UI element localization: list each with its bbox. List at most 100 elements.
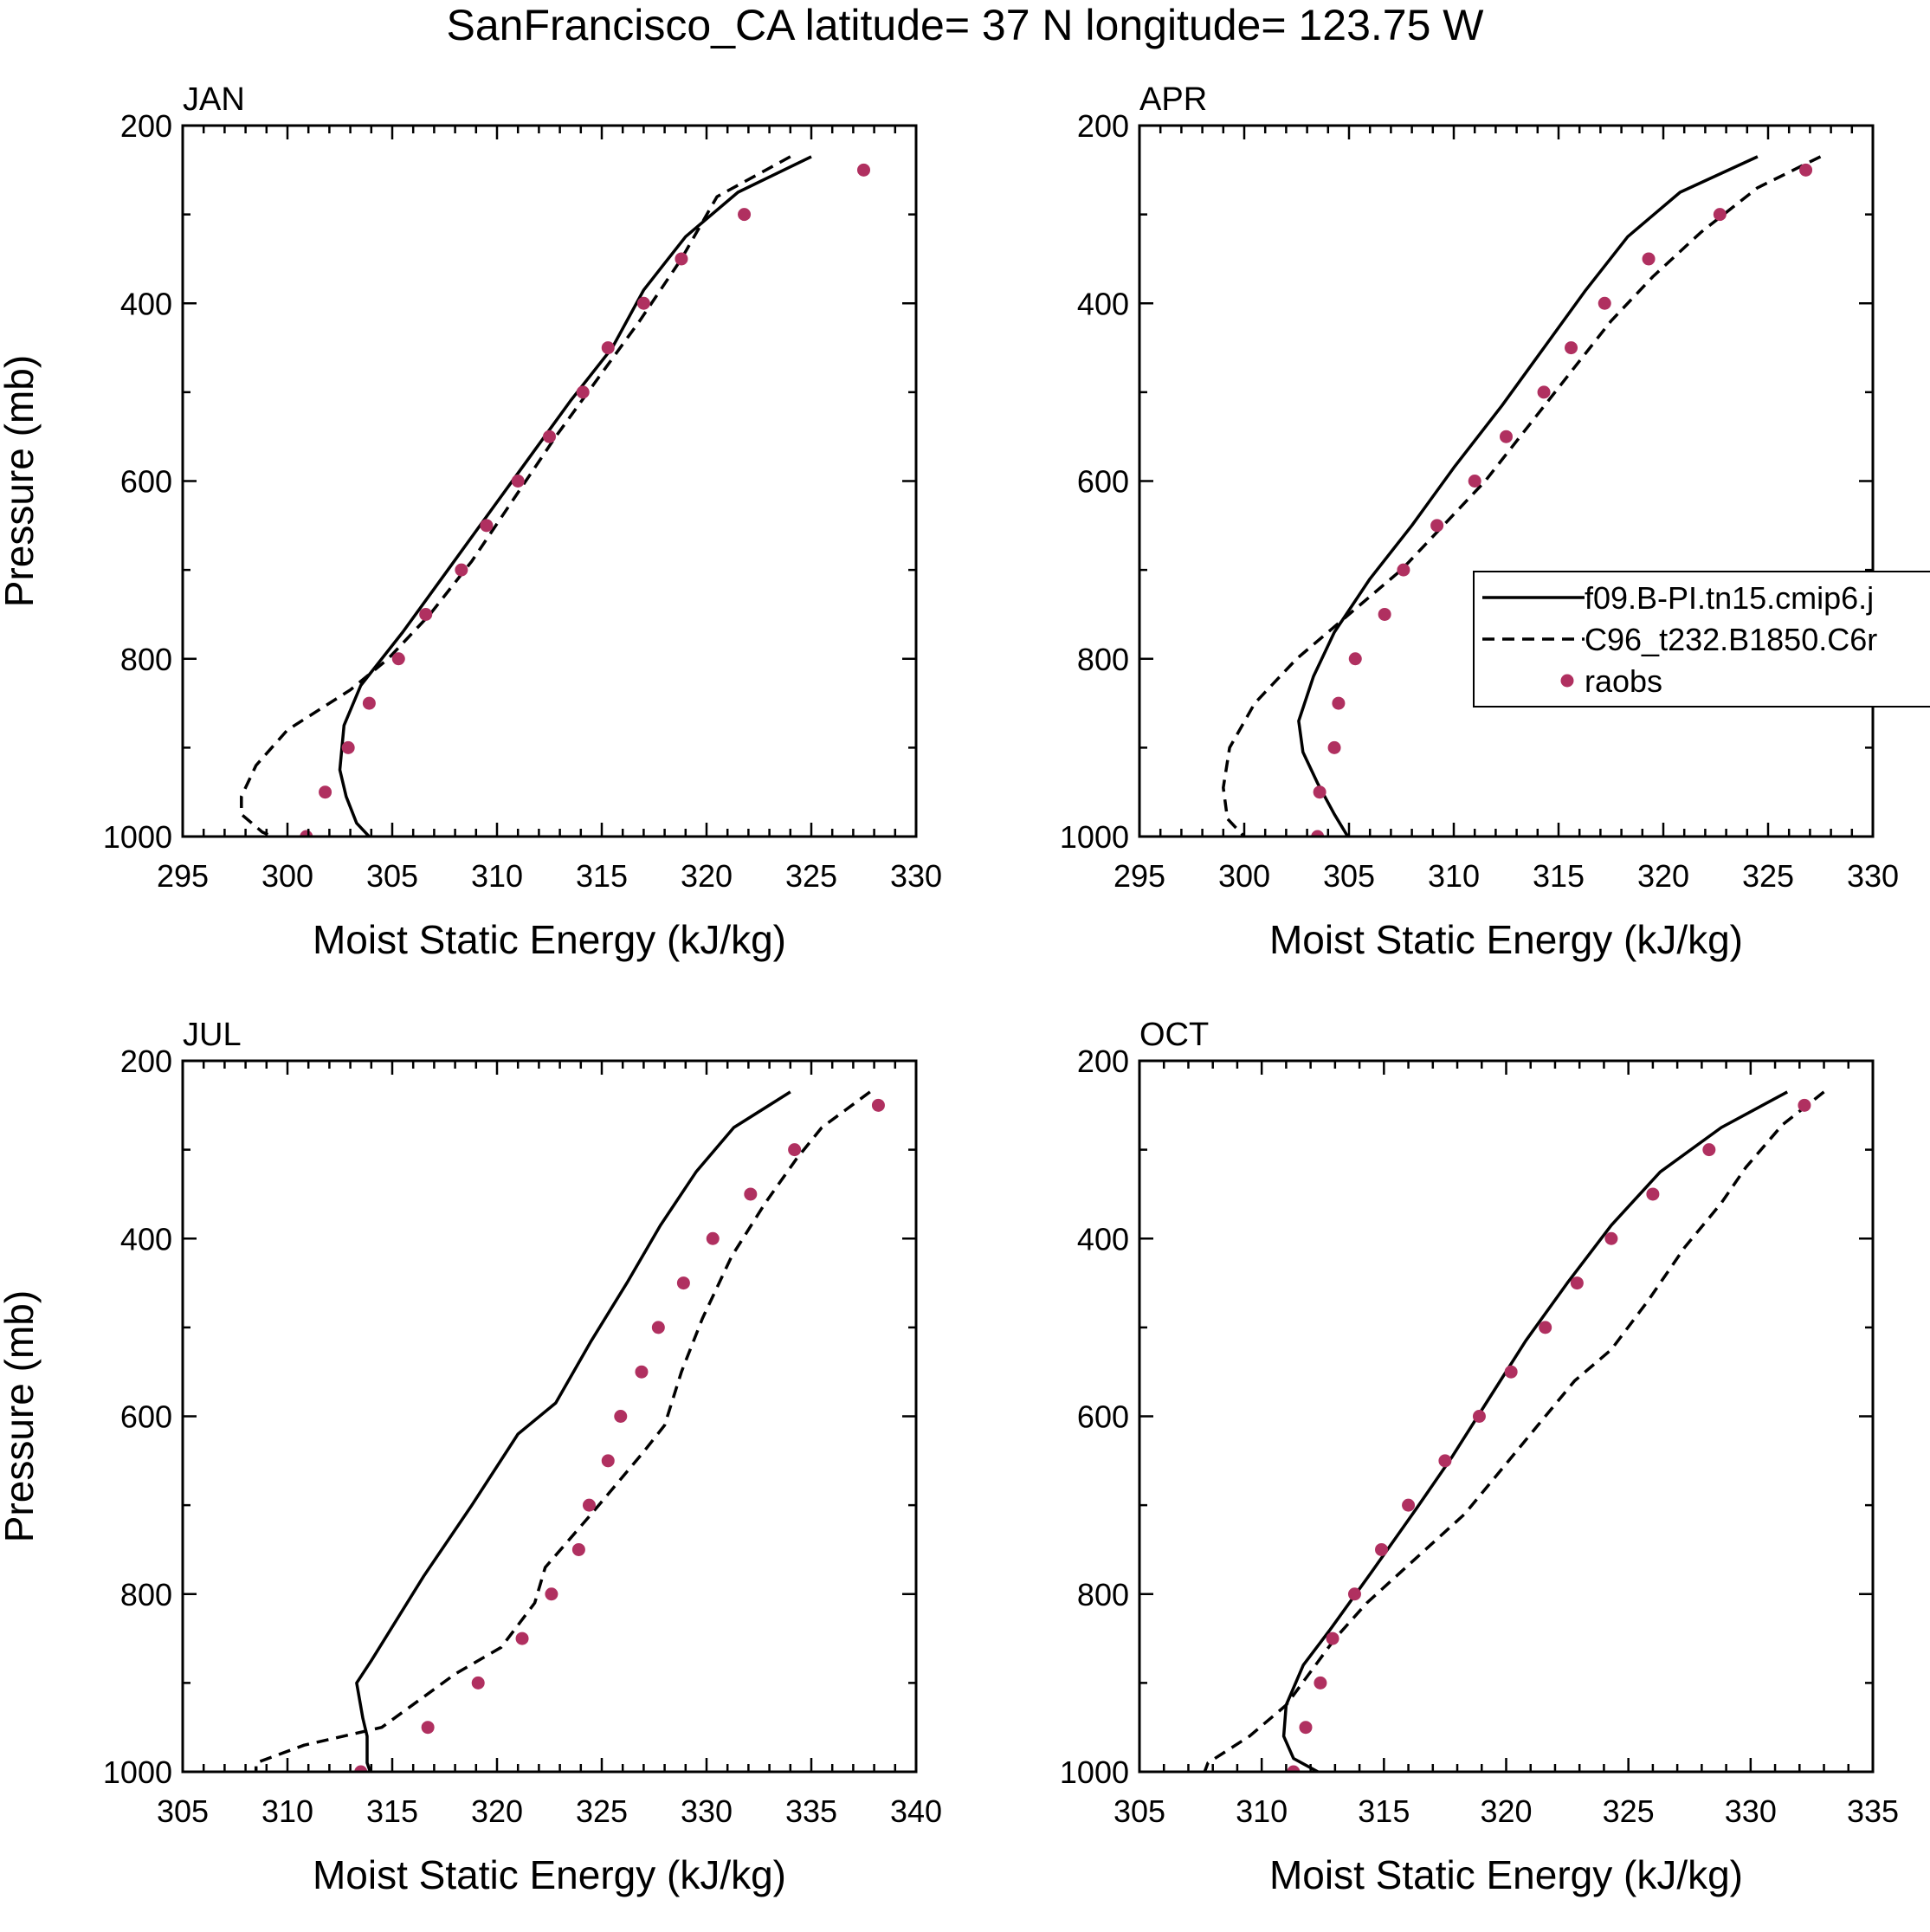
x-axis-label: Moist Static Energy (kJ/kg) (313, 1852, 786, 1897)
raobs-point (676, 1276, 690, 1290)
raobs-point (1713, 208, 1727, 222)
plot-data (1222, 155, 1822, 837)
x-tick-label: 310 (261, 1793, 313, 1829)
raobs-point (1642, 252, 1656, 266)
panel-apr: APR 295 300 305 310 315 320 325 330 200 400 600 800 1… (1060, 81, 1899, 962)
x-tick-label: 305 (1323, 858, 1375, 894)
raobs-point (1313, 785, 1326, 799)
y-tick-label: 1000 (103, 1754, 172, 1790)
y-tick-label: 200 (1077, 108, 1129, 144)
panel-title: JAN (183, 81, 245, 118)
raobs-point (651, 1321, 665, 1334)
raobs-point (1565, 341, 1578, 355)
raobs-point (1314, 1676, 1327, 1690)
raobs-point (1299, 1721, 1313, 1735)
x-axis-label: Moist Static Energy (kJ/kg) (1269, 917, 1743, 962)
raobs-point (1468, 475, 1481, 488)
raobs-point (543, 430, 556, 443)
raobs-point (421, 1721, 435, 1735)
raobs-point (871, 1098, 885, 1112)
x-tick-label: 325 (576, 1793, 628, 1829)
y-tick-label: 1000 (1060, 819, 1129, 855)
x-tick-label: 320 (471, 1793, 523, 1829)
x-tick-label: 325 (1742, 858, 1794, 894)
panel-jan: JAN 295 300 305 310 315 320 325 330 200 400 600 800 1… (0, 81, 942, 962)
raobs-point (675, 252, 688, 266)
figure-title: SanFrancisco_CA latitude= 37 N longitude… (446, 1, 1484, 49)
panel-title: OCT (1139, 1017, 1209, 1053)
x-tick-label: 320 (681, 858, 733, 894)
raobs-point (1348, 652, 1362, 666)
series-line-solid (355, 1090, 791, 1772)
y-tick-label: 800 (120, 1577, 172, 1612)
series-line-solid (1281, 1090, 1789, 1772)
raobs-point (1430, 519, 1444, 533)
raobs-point (1504, 1365, 1518, 1379)
raobs-point (341, 740, 355, 754)
raobs-point (1327, 740, 1341, 754)
series-line-dashed (254, 1090, 871, 1772)
raobs-point (857, 163, 870, 177)
y-tick-label: 1000 (103, 819, 172, 855)
x-tick-label: 300 (261, 858, 313, 894)
legend-label: C96_t232.B1850.C6r (1585, 622, 1877, 657)
x-tick-label: 295 (157, 858, 209, 894)
x-tick-label: 320 (1637, 858, 1689, 894)
raobs-point (1570, 1276, 1584, 1290)
panel-jul: JUL 305 310 315 320 325 330 335 340 200 400 600 800 1… (0, 1017, 942, 1897)
raobs-point (1500, 430, 1513, 443)
raobs-point (354, 1765, 368, 1772)
raobs-point (1438, 1454, 1452, 1468)
x-tick-label: 325 (785, 858, 837, 894)
raobs-point (419, 607, 433, 621)
raobs-point (545, 1587, 558, 1601)
raobs-point (480, 519, 494, 533)
raobs-point (515, 1632, 529, 1645)
x-axis-label: Moist Static Energy (kJ/kg) (313, 917, 786, 962)
x-tick-label: 315 (366, 1793, 418, 1829)
raobs-point (1537, 385, 1551, 399)
x-tick-label: 330 (681, 1793, 733, 1829)
raobs-point (1397, 563, 1410, 577)
raobs-point (471, 1676, 485, 1690)
panel-title: APR (1139, 81, 1207, 118)
x-tick-label: 330 (890, 858, 942, 894)
x-tick-label: 315 (1533, 858, 1585, 894)
x-tick-label: 340 (890, 1793, 942, 1829)
plot-data (254, 1090, 885, 1772)
y-tick-label: 800 (1077, 642, 1129, 677)
raobs-point (391, 652, 405, 666)
y-tick-label: 200 (120, 108, 172, 144)
y-tick-label: 600 (120, 464, 172, 500)
y-tick-label: 600 (120, 1399, 172, 1435)
raobs-point (1472, 1410, 1486, 1423)
raobs-point (601, 341, 615, 355)
plot-frame (1138, 124, 1875, 838)
x-tick-label: 320 (1480, 1793, 1532, 1829)
raobs-point (511, 475, 525, 488)
raobs-point (1347, 1587, 1361, 1601)
legend-marker (1560, 674, 1574, 688)
raobs-point (1378, 607, 1391, 621)
raobs-point (738, 208, 752, 222)
panel-oct: OCT 305 310 315 320 325 330 335 200 400 600 800 1000… (1060, 1017, 1899, 1897)
raobs-point (706, 1231, 720, 1245)
y-tick-label: 600 (1077, 1399, 1129, 1435)
raobs-point (1799, 163, 1813, 177)
x-tick-label: 325 (1603, 1793, 1655, 1829)
raobs-point (319, 785, 332, 799)
x-tick-label: 310 (471, 858, 523, 894)
y-tick-label: 200 (1077, 1044, 1129, 1079)
raobs-point (744, 1187, 758, 1201)
x-axis-label: Moist Static Energy (kJ/kg) (1269, 1852, 1743, 1897)
plot-data (240, 155, 870, 837)
raobs-point (635, 1365, 649, 1379)
x-tick-label: 330 (1725, 1793, 1777, 1829)
raobs-point (571, 1542, 585, 1556)
panel-title: JUL (183, 1017, 242, 1053)
raobs-point (1332, 696, 1346, 710)
y-tick-label: 400 (1077, 1221, 1129, 1257)
raobs-point (576, 385, 590, 399)
x-tick-label: 300 (1218, 858, 1270, 894)
